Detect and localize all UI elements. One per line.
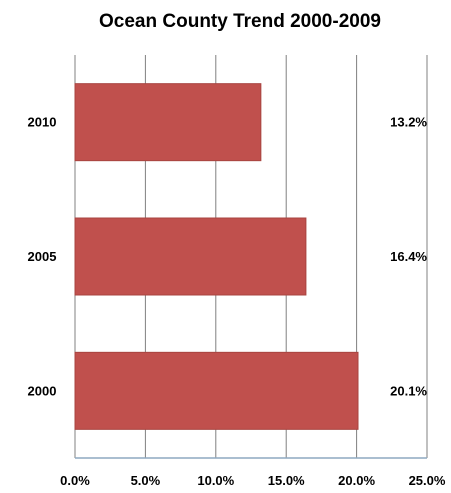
- x-tick-label-1: 5.0%: [131, 473, 161, 488]
- category-label-2010: 2010: [28, 115, 57, 130]
- bars: [74, 83, 359, 430]
- data-label-2005: 16.4%: [390, 249, 427, 264]
- x-tick-labels: 0.0% 5.0% 10.0% 15.0% 20.0% 25.0%: [60, 473, 446, 488]
- x-tick-label-0: 0.0%: [60, 473, 90, 488]
- bar-2010: [74, 83, 262, 162]
- data-label-2000: 20.1%: [390, 383, 427, 398]
- bar-2005: [74, 217, 307, 296]
- x-tick-label-5: 25.0%: [409, 473, 446, 488]
- data-label-2010: 13.2%: [390, 115, 427, 130]
- x-tick-label-4: 20.0%: [338, 473, 375, 488]
- x-tick-label-3: 15.0%: [268, 473, 305, 488]
- category-labels: 2010 2005 2000: [28, 115, 57, 399]
- bar-2000: [74, 351, 359, 430]
- chart-title: Ocean County Trend 2000-2009: [99, 11, 381, 32]
- category-label-2000: 2000: [28, 383, 57, 398]
- data-labels: 13.2% 16.4% 20.1%: [390, 115, 427, 399]
- category-label-2005: 2005: [28, 249, 57, 264]
- x-tick-label-2: 10.0%: [197, 473, 234, 488]
